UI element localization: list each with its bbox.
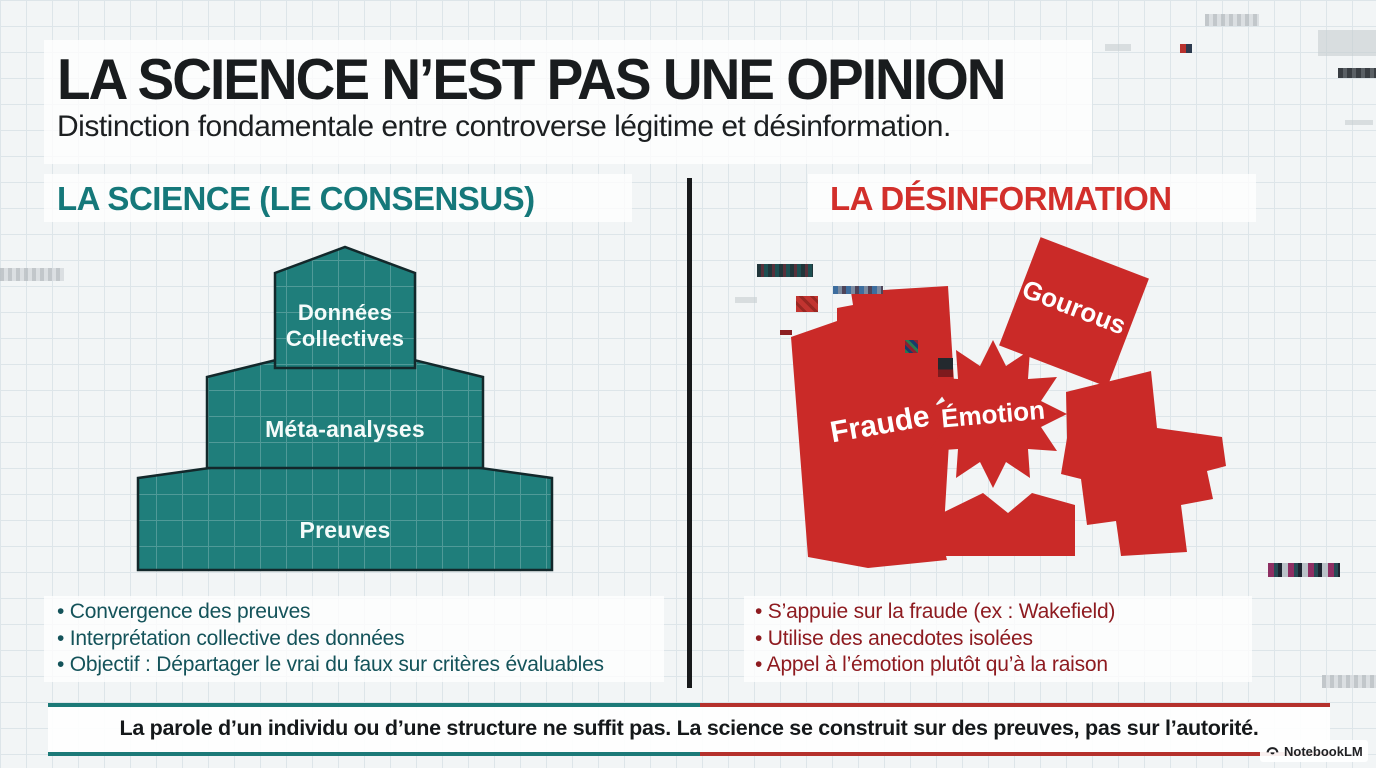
notebooklm-watermark: NotebookLM: [1260, 740, 1368, 762]
list-item: S’appuie sur la fraude (ex : Wakefield): [755, 599, 1116, 626]
shape-fraude: [791, 286, 954, 568]
shape-gourous-square: [999, 237, 1149, 387]
glitch-artifact: [905, 340, 918, 353]
footer-rule-top-teal: [48, 703, 700, 707]
footer-rule-bottom-red: [700, 752, 1330, 756]
glitch-artifact: [1345, 120, 1373, 125]
glitch-artifact: [1205, 14, 1259, 26]
desinformation-column-heading: LA DÉSINFORMATION: [830, 180, 1172, 217]
science-bullet-list: Convergence des preuves Interprétation c…: [57, 599, 604, 679]
desinformation-bullet-list: S’appuie sur la fraude (ex : Wakefield) …: [755, 599, 1116, 679]
glitch-artifact: [1322, 675, 1376, 688]
watermark-label: NotebookLM: [1284, 743, 1363, 759]
pyramid-label-middle: Méta-analyses: [265, 416, 425, 442]
science-heading-backdrop: [44, 174, 632, 222]
glitch-artifact: [1338, 68, 1376, 78]
list-item: Utilise des anecdotes isolées: [755, 626, 1115, 653]
glitch-artifact: [796, 296, 818, 312]
column-divider: [687, 178, 692, 688]
bullet-text: Appel à l’émotion plutôt qu’à la raison: [766, 653, 1108, 676]
pyramid-tier-donnees-collectives: [273, 245, 417, 370]
list-item: Appel à l’émotion plutôt qu’à la raison: [755, 652, 1115, 679]
shape-notched-block: [938, 493, 1075, 556]
notebooklm-logo-icon: [1266, 746, 1279, 754]
bullet-text: Interprétation collective des données: [69, 626, 405, 650]
page-title: LA SCIENCE N’EST PAS UNE OPINION: [57, 47, 1007, 112]
footer-message: La parole d’un individu ou d’une structu…: [119, 716, 1259, 740]
glitch-artifact: [833, 286, 883, 294]
glitch-artifact: [1268, 563, 1340, 577]
glitch-artifact: [1318, 30, 1376, 56]
shape-torn-blob: [1061, 371, 1226, 556]
list-item: Convergence des preuves: [57, 599, 604, 626]
footer-rule-top-red: [700, 703, 1330, 707]
pyramid-label-bottom: Preuves: [299, 517, 391, 543]
bullet-text: S’appuie sur la fraude (ex : Wakefield): [767, 600, 1116, 623]
glitch-artifact: [735, 297, 757, 303]
list-item: Interprétation collective des données: [57, 626, 604, 653]
glitch-artifact: [1180, 44, 1192, 53]
title-backdrop: [44, 40, 1092, 164]
glitch-artifact: [757, 264, 813, 277]
bullet-text: Utilise des anecdotes isolées: [767, 626, 1033, 650]
footer-band: [48, 706, 1330, 754]
glitch-artifact: [938, 358, 953, 377]
page-subtitle: Distinction fondamentale entre controver…: [57, 110, 951, 143]
science-column-heading: LA SCIENCE (LE CONSENSUS): [57, 180, 535, 217]
glitch-artifact: [0, 268, 64, 281]
glitch-artifact: [1105, 44, 1131, 51]
glitch-artifact: [780, 330, 792, 335]
pyramid-label-top: Données Collectives: [285, 300, 405, 351]
shape-emotion-starburst: [919, 340, 1067, 488]
list-item: Objectif : Départager le vrai du faux su…: [57, 652, 604, 679]
bullet-text: Objectif : Départager le vrai du faux su…: [69, 653, 604, 676]
footer-rule-bottom-teal: [48, 752, 700, 756]
desinfo-heading-backdrop: [808, 174, 1256, 222]
bullet-text: Convergence des preuves: [69, 600, 311, 623]
